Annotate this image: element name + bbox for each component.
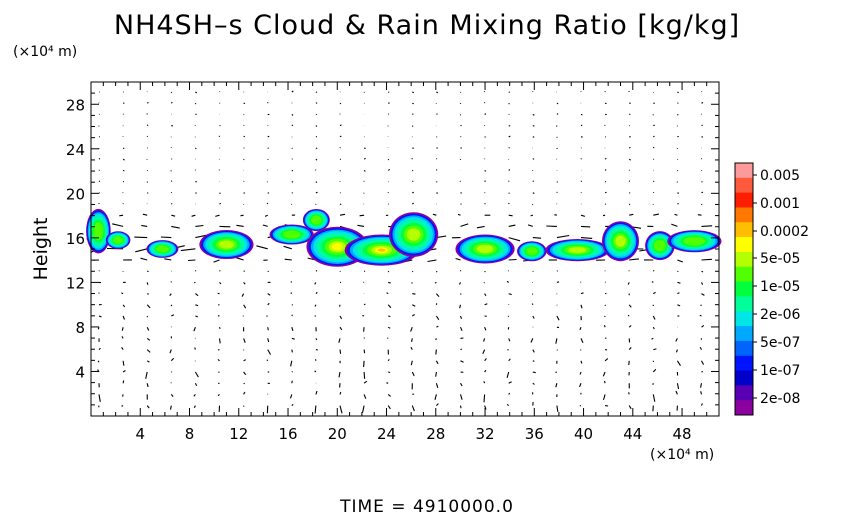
colorbar-label: 1e-07 bbox=[760, 363, 800, 379]
colorbar-label: 5e-05 bbox=[760, 251, 800, 267]
colorbar-swatch bbox=[735, 385, 753, 401]
y-tick-label: 12 bbox=[66, 274, 85, 292]
x-tick-label: 44 bbox=[623, 425, 642, 443]
y-tick-label: 4 bbox=[75, 363, 85, 381]
cloud-5 bbox=[269, 224, 314, 245]
colorbar-label: 0.005 bbox=[760, 168, 800, 184]
colorbar-swatch bbox=[735, 340, 753, 357]
colorbar-swatch bbox=[735, 326, 753, 342]
colorbar-swatch bbox=[735, 177, 753, 194]
y-unit-label: (×10⁴ m) bbox=[13, 44, 78, 60]
colorbar-swatch bbox=[735, 237, 753, 253]
x-tick-label: 32 bbox=[475, 425, 494, 443]
cloud-10 bbox=[455, 234, 515, 264]
x-tick-label: 40 bbox=[574, 425, 593, 443]
x-tick-label: 12 bbox=[229, 425, 248, 443]
x-tick-label: 24 bbox=[377, 425, 396, 443]
chart-title: NH4SH–s Cloud & Rain Mixing Ratio [kg/kg… bbox=[113, 10, 741, 41]
y-tick-label: 8 bbox=[75, 319, 85, 337]
x-tick-label: 28 bbox=[426, 425, 445, 443]
cloud-6 bbox=[302, 208, 330, 232]
colorbar-swatch bbox=[735, 207, 753, 223]
x-tick-label: 48 bbox=[673, 425, 692, 443]
x-unit-label: (×10⁴ m) bbox=[650, 447, 715, 463]
colorbar-swatch bbox=[735, 311, 753, 327]
colorbar-label: 0.001 bbox=[760, 196, 800, 212]
colorbar-swatch bbox=[735, 281, 753, 297]
colorbar-swatch bbox=[735, 266, 753, 283]
cloud-14 bbox=[645, 231, 675, 261]
colorbar-label: 2e-08 bbox=[760, 391, 800, 407]
cloud-1 bbox=[86, 208, 111, 254]
cloud-3 bbox=[146, 240, 179, 258]
cloud-13 bbox=[601, 221, 639, 262]
colorbar-swatch bbox=[735, 400, 753, 416]
colorbar-label: 5e-07 bbox=[760, 335, 800, 351]
cloud-15 bbox=[667, 230, 722, 253]
colorbar-label: 2e-06 bbox=[760, 307, 800, 323]
y-tick-label: 20 bbox=[66, 185, 85, 203]
x-tick-label: 16 bbox=[278, 425, 297, 443]
colorbar-label: 1e-05 bbox=[760, 279, 800, 295]
cloud-9 bbox=[389, 212, 439, 257]
colorbar-swatch bbox=[735, 163, 753, 179]
colorbar-frame bbox=[734, 162, 754, 416]
colorbar-label: 0.0002 bbox=[760, 224, 809, 240]
cloud-11 bbox=[517, 241, 547, 262]
colorbar-swatch bbox=[735, 370, 753, 386]
x-tick-label: 36 bbox=[525, 425, 544, 443]
colorbar-swatch bbox=[735, 355, 753, 372]
cloud-12 bbox=[545, 239, 610, 262]
time-label: TIME = 4910000.0 bbox=[340, 497, 514, 517]
colorbar-swatch bbox=[735, 251, 753, 268]
x-tick-label: 4 bbox=[135, 425, 145, 443]
y-tick-label: 16 bbox=[66, 230, 85, 248]
cloud-2 bbox=[105, 231, 131, 249]
cloud-4 bbox=[199, 230, 254, 260]
y-tick-label: 28 bbox=[66, 96, 85, 114]
x-tick-label: 20 bbox=[328, 425, 347, 443]
y-tick-label: 24 bbox=[66, 141, 85, 159]
y-axis-label: Height bbox=[30, 218, 52, 281]
colorbar-swatch bbox=[735, 192, 753, 208]
colorbar-swatch bbox=[735, 296, 753, 312]
colorbar-swatch bbox=[735, 222, 753, 238]
x-tick-label: 8 bbox=[185, 425, 195, 443]
